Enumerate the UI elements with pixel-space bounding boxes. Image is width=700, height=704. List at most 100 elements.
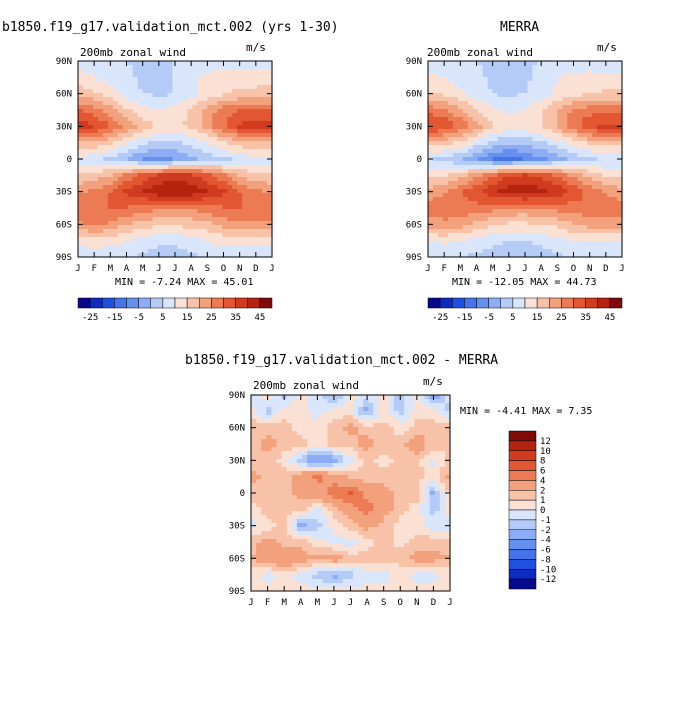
contour-cell bbox=[508, 125, 514, 130]
contour-cell bbox=[498, 245, 504, 250]
y-tick-label: 60S bbox=[406, 220, 422, 230]
contour-cell bbox=[182, 185, 188, 190]
contour-cell bbox=[384, 447, 390, 452]
contour-cell bbox=[518, 77, 524, 82]
contour-cell bbox=[123, 113, 129, 118]
contour-cell bbox=[414, 459, 420, 464]
contour-cell bbox=[562, 109, 568, 114]
contour-cell bbox=[527, 137, 533, 142]
contour-cell bbox=[148, 197, 154, 202]
contour-cell bbox=[478, 89, 484, 94]
contour-cell bbox=[227, 133, 233, 138]
contour-cell bbox=[192, 153, 198, 158]
contour-cell bbox=[212, 157, 218, 162]
contour-cell bbox=[453, 65, 459, 70]
contour-cell bbox=[532, 249, 538, 254]
contour-cell bbox=[419, 427, 425, 432]
contour-cell bbox=[158, 229, 164, 234]
contour-cell bbox=[577, 73, 583, 78]
contour-cell bbox=[473, 173, 479, 178]
colorbar-label: 45 bbox=[604, 313, 615, 323]
contour-cell bbox=[373, 403, 379, 408]
contour-cell bbox=[587, 241, 593, 246]
contour-cell bbox=[493, 69, 499, 74]
contour-cell bbox=[419, 459, 425, 464]
contour-cell bbox=[113, 193, 119, 198]
contour-cell bbox=[118, 89, 124, 94]
contour-cell bbox=[498, 85, 504, 90]
contour-cell bbox=[148, 245, 154, 250]
contour-cell bbox=[463, 229, 469, 234]
contour-cell bbox=[182, 237, 188, 242]
contour-cell bbox=[587, 173, 593, 178]
contour-cell bbox=[113, 89, 119, 94]
contour-cell bbox=[338, 471, 344, 476]
contour-cell bbox=[373, 395, 379, 400]
contour-cell bbox=[297, 447, 303, 452]
contour-cell bbox=[262, 205, 268, 210]
contour-cell bbox=[143, 197, 149, 202]
contour-cell bbox=[202, 173, 208, 178]
contour-cell bbox=[463, 249, 469, 254]
contour-cell bbox=[503, 193, 509, 198]
contour-cell bbox=[158, 101, 164, 106]
contour-cell bbox=[409, 403, 415, 408]
contour-cell bbox=[577, 185, 583, 190]
contour-cell bbox=[257, 141, 263, 146]
contour-cell bbox=[557, 85, 563, 90]
contour-cell bbox=[256, 491, 262, 496]
contour-cell bbox=[552, 173, 558, 178]
contour-cell bbox=[513, 205, 519, 210]
contour-cell bbox=[292, 399, 298, 404]
contour-cell bbox=[133, 125, 139, 130]
contour-cell bbox=[443, 121, 449, 126]
contour-cell bbox=[262, 165, 268, 170]
contour-cell bbox=[277, 395, 283, 400]
contour-cell bbox=[433, 105, 439, 110]
contour-cell bbox=[419, 463, 425, 468]
contour-cell bbox=[133, 181, 139, 186]
contour-cell bbox=[262, 69, 268, 74]
contour-cell bbox=[266, 443, 272, 448]
contour-cell bbox=[572, 173, 578, 178]
contour-cell bbox=[443, 117, 449, 122]
contour-cell bbox=[542, 93, 548, 98]
contour-cell bbox=[607, 197, 613, 202]
contour-cell bbox=[498, 205, 504, 210]
contour-cell bbox=[503, 201, 509, 206]
contour-cell bbox=[108, 81, 114, 86]
diff-panel: b1850.f19_g17.validation_mct.002 - MERRA… bbox=[185, 353, 592, 608]
contour-cell bbox=[453, 105, 459, 110]
contour-cell bbox=[557, 205, 563, 210]
contour-cell bbox=[443, 221, 449, 226]
contour-cell bbox=[547, 161, 553, 166]
contour-cell bbox=[597, 245, 603, 250]
contour-cell bbox=[478, 141, 484, 146]
contour-cell bbox=[153, 73, 159, 78]
contour-cell bbox=[78, 141, 84, 146]
contour-cell bbox=[322, 487, 328, 492]
contour-cell bbox=[187, 193, 193, 198]
contour-cell bbox=[108, 185, 114, 190]
contour-cell bbox=[138, 89, 144, 94]
contour-cell bbox=[513, 81, 519, 86]
contour-cell bbox=[542, 113, 548, 118]
contour-cell bbox=[168, 225, 174, 230]
contour-cell bbox=[582, 245, 588, 250]
contour-cell bbox=[128, 77, 134, 82]
contour-cell bbox=[433, 225, 439, 230]
contour-cell bbox=[153, 197, 159, 202]
contour-cell bbox=[582, 217, 588, 222]
contour-cell bbox=[128, 125, 134, 130]
contour-cell bbox=[542, 193, 548, 198]
contour-cell bbox=[557, 109, 563, 114]
contour-cell bbox=[542, 213, 548, 218]
contour-cell bbox=[93, 149, 99, 154]
contour-cell bbox=[567, 117, 573, 122]
contour-cell bbox=[158, 81, 164, 86]
contour-cell bbox=[453, 153, 459, 158]
contour-cell bbox=[503, 221, 509, 226]
contour-cell bbox=[562, 181, 568, 186]
contour-cell bbox=[567, 249, 573, 254]
contour-cell bbox=[532, 153, 538, 158]
